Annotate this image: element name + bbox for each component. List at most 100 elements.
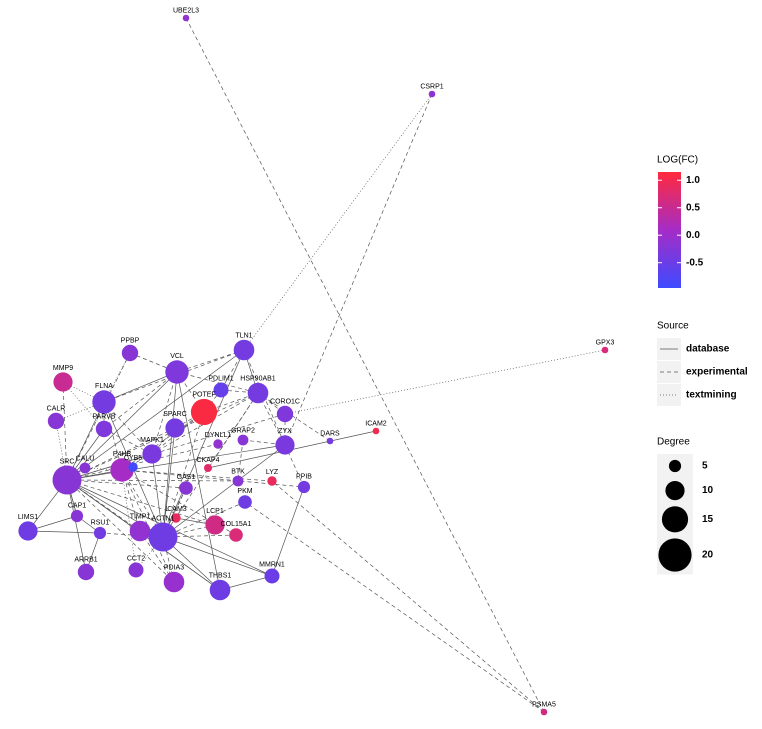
- legend-size-mark: [661, 506, 689, 533]
- edge: [162, 536, 273, 577]
- node-label: TIMP1: [130, 514, 151, 521]
- node: [601, 346, 609, 354]
- edge: [103, 371, 178, 430]
- node-label: SPARC: [163, 411, 187, 418]
- legend: LOG(FC) Source Degree 1.0 0.5 0.0 -0.5 datab…: [657, 155, 748, 575]
- node-label: PPIB: [296, 474, 312, 481]
- node-label: PPBP: [121, 338, 140, 345]
- edge: [162, 411, 205, 538]
- legend-label: textmining: [686, 390, 737, 401]
- edge: [66, 479, 175, 583]
- node-label: PARVB: [92, 414, 115, 421]
- legend-label: 10: [702, 485, 714, 496]
- edge: [66, 352, 131, 481]
- legend-label: 5: [702, 461, 708, 472]
- node: [148, 522, 178, 552]
- node-label: SRC: [60, 458, 75, 465]
- node-label: PKM: [237, 488, 252, 495]
- node: [92, 390, 116, 414]
- node: [70, 509, 84, 523]
- node-label: UBE2L3: [173, 8, 199, 15]
- node: [205, 515, 225, 535]
- legend-size-mark: [665, 481, 685, 501]
- edge: [244, 501, 545, 713]
- node-label: RSU1: [91, 520, 110, 527]
- node: [247, 382, 269, 404]
- edge: [271, 486, 305, 577]
- node: [52, 465, 82, 495]
- node-label: MAPK1: [140, 437, 164, 444]
- node-label: ZYX: [278, 428, 292, 435]
- node: [297, 480, 311, 494]
- node-label: MMRN1: [259, 561, 285, 568]
- source-legend-title: Source: [657, 321, 689, 332]
- color-bar: [658, 172, 681, 288]
- node: [79, 462, 91, 474]
- edge: [66, 371, 178, 481]
- size-legend-title: Degree: [657, 437, 690, 448]
- node: [213, 439, 223, 449]
- node: [213, 382, 229, 398]
- edge: [27, 530, 101, 534]
- node-label: CALR: [47, 406, 66, 413]
- edge: [103, 401, 123, 471]
- edge: [162, 349, 245, 538]
- node: [275, 435, 295, 455]
- node-label: DYNLL1: [205, 432, 232, 439]
- node: [428, 90, 436, 98]
- edge: [176, 371, 221, 591]
- node-label: CORO1C: [270, 399, 300, 406]
- node-label: VCL: [170, 353, 184, 360]
- edge: [284, 93, 433, 446]
- node: [233, 339, 255, 361]
- node-label: HSP90AB1: [240, 376, 276, 383]
- edge: [185, 17, 545, 713]
- node-label: GPX3: [596, 340, 615, 347]
- node-label: ACTN1: [152, 515, 175, 522]
- node-label: ARRB1: [74, 557, 97, 564]
- node: [237, 434, 249, 446]
- color-tick-label: -0.5: [686, 257, 704, 268]
- edge: [103, 371, 178, 403]
- node: [47, 412, 65, 430]
- node-label: CYB5: [124, 455, 142, 462]
- color-tick-label: 0.0: [686, 230, 700, 241]
- node: [238, 495, 252, 509]
- node-label: TLN1: [235, 333, 252, 340]
- node: [110, 458, 134, 482]
- node: [163, 571, 185, 593]
- node: [267, 476, 277, 486]
- node: [121, 344, 139, 362]
- node-label: POTEF: [192, 392, 215, 399]
- edge: [243, 93, 433, 351]
- edge: [103, 349, 245, 403]
- node: [93, 526, 107, 540]
- edge: [162, 371, 178, 538]
- node: [276, 405, 294, 423]
- legend-label: database: [686, 344, 730, 355]
- edge: [66, 479, 216, 526]
- legend-size-mark: [658, 538, 692, 572]
- node-label: P4HB: [113, 451, 132, 458]
- edge: [62, 381, 105, 430]
- node-label: PDLIM1: [208, 375, 233, 382]
- node: [372, 427, 380, 435]
- node: [142, 444, 162, 464]
- node: [53, 372, 73, 392]
- node-label: GAS1: [177, 474, 196, 481]
- edge: [174, 411, 205, 429]
- node: [179, 481, 193, 495]
- edge: [162, 444, 286, 538]
- node: [209, 579, 231, 601]
- edge: [284, 349, 606, 415]
- node: [165, 418, 185, 438]
- node: [182, 14, 190, 22]
- legend-label: 15: [702, 514, 714, 525]
- node: [204, 464, 212, 472]
- node: [77, 563, 95, 581]
- node-label: CSRP1: [420, 84, 443, 91]
- edge: [151, 392, 259, 455]
- edge: [103, 401, 153, 455]
- legend-size-mark: [668, 459, 682, 473]
